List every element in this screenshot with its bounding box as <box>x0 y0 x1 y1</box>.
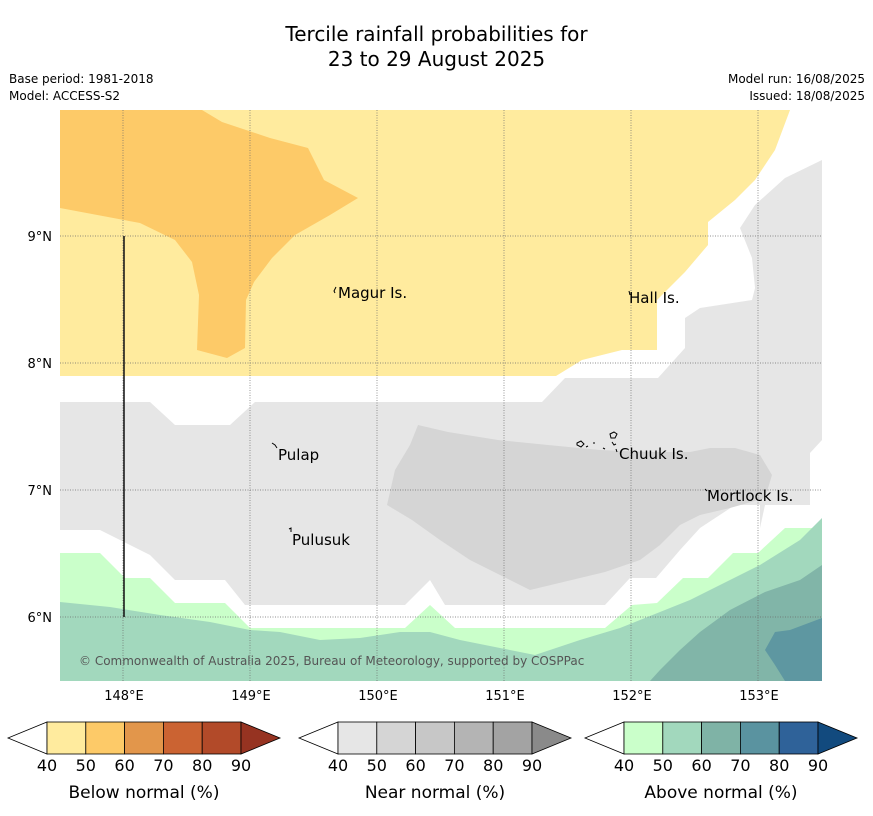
lon-ticks: 148°E 149°E 150°E 151°E 152°E 153°E <box>104 689 779 704</box>
legend-below-high-arrow <box>240 721 282 755</box>
legend-above-tick: 50 <box>653 756 673 775</box>
lat-tick-7: 7°N <box>28 484 53 499</box>
region-above-70 <box>765 618 822 681</box>
lon-tick-153: 153°E <box>739 689 779 704</box>
legend-below-segment <box>124 721 164 755</box>
map-area[interactable] <box>60 110 822 681</box>
gridlines <box>60 110 822 681</box>
legend-above-segment <box>740 721 780 755</box>
legend-above-tick: 80 <box>769 756 789 775</box>
legend-below-tick: 50 <box>76 756 96 775</box>
meta-left: Base period: 1981-2018 Model: ACCESS-S2 <box>9 71 154 105</box>
legend-near-title: Near normal (%) <box>365 783 505 803</box>
legend-near-tick: 80 <box>483 756 503 775</box>
place-chuuk: Chuuk Is. <box>619 445 688 463</box>
legend-near-tick: 50 <box>367 756 387 775</box>
legends: 40 50 60 70 80 90 Below normal (%) 40 50 60 70 80 90… <box>6 721 859 803</box>
chart-title: Tercile rainfall probabilities for 23 to… <box>0 22 873 72</box>
lon-tick-150: 150°E <box>358 689 398 704</box>
lon-tick-152: 152°E <box>612 689 652 704</box>
legend-above-tick: 70 <box>730 756 750 775</box>
legend-near-tick: 60 <box>405 756 425 775</box>
legend-below-title: Below normal (%) <box>69 783 220 803</box>
place-pulusuk: Pulusuk <box>292 531 350 549</box>
copyright: © Commonwealth of Australia 2025, Bureau… <box>79 654 584 668</box>
legend-below-tick: 80 <box>192 756 212 775</box>
legend-below-segment <box>162 721 203 755</box>
base-period: Base period: 1981-2018 <box>9 72 154 86</box>
legend-above: 40 50 60 70 80 90 Above normal (%) <box>583 721 859 803</box>
region-below-50 <box>60 110 358 358</box>
legend-near-tick: 70 <box>444 756 464 775</box>
place-hall: Hall Is. <box>629 289 680 307</box>
legend-below-low-arrow <box>6 721 48 755</box>
legend-near-segment <box>453 721 494 755</box>
model-run: Model run: 16/08/2025 <box>727 72 865 86</box>
legend-near-segment <box>415 721 455 755</box>
title-line-1: Tercile rainfall probabilities for <box>285 22 588 46</box>
island-marks <box>271 286 708 532</box>
legend-above-segment <box>778 721 819 755</box>
region-above-50 <box>60 518 822 681</box>
issued-date: Issued: 18/08/2025 <box>749 89 865 103</box>
legend-above-tick: 90 <box>808 756 828 775</box>
model-name: Model: ACCESS-S2 <box>9 89 121 103</box>
legend-below-segment <box>46 721 87 755</box>
meta-right: Model run: 16/08/2025 Issued: 18/08/2025 <box>728 71 865 105</box>
legend-above-high-arrow <box>817 721 859 755</box>
legend-above-tick: 40 <box>614 756 634 775</box>
legend-near-low-arrow <box>297 721 339 755</box>
place-pulap: Pulap <box>278 446 319 464</box>
lon-tick-148: 148°E <box>104 689 144 704</box>
lon-tick-149: 149°E <box>231 689 271 704</box>
lat-ticks: 9°N 8°N 7°N 6°N <box>28 230 53 626</box>
legend-above-segment <box>623 721 664 755</box>
legend-near-segment <box>492 721 533 755</box>
legend-below-tick: 70 <box>153 756 173 775</box>
legend-below-tick: 40 <box>37 756 57 775</box>
lon-tick-151: 151°E <box>485 689 525 704</box>
legend-above-tick: 60 <box>691 756 711 775</box>
region-near-50 <box>387 425 772 590</box>
legend-near: 40 50 60 70 80 90 Near normal (%) <box>297 721 573 803</box>
legend-above-segment <box>701 721 741 755</box>
place-magur: Magur Is. <box>338 284 407 302</box>
lat-tick-6: 6°N <box>28 611 53 626</box>
legend-below-segment <box>201 721 242 755</box>
legend-above-title: Above normal (%) <box>644 783 797 803</box>
legend-below-tick: 60 <box>114 756 134 775</box>
place-mortlock: Mortlock Is. <box>707 487 793 505</box>
lat-tick-9: 9°N <box>28 230 53 245</box>
legend-above-low-arrow <box>583 721 625 755</box>
lat-tick-8: 8°N <box>28 357 53 372</box>
legend-near-segment <box>376 721 416 755</box>
legend-above-segment <box>662 721 702 755</box>
legend-near-tick: 90 <box>522 756 542 775</box>
legend-below-segment <box>85 721 126 755</box>
legend-below-tick: 90 <box>231 756 251 775</box>
legend-near-high-arrow <box>531 721 573 755</box>
legend-near-tick: 40 <box>328 756 348 775</box>
legend-below: 40 50 60 70 80 90 Below normal (%) <box>6 721 282 803</box>
title-line-2: 23 to 29 August 2025 <box>327 47 546 71</box>
legend-near-segment <box>337 721 378 755</box>
